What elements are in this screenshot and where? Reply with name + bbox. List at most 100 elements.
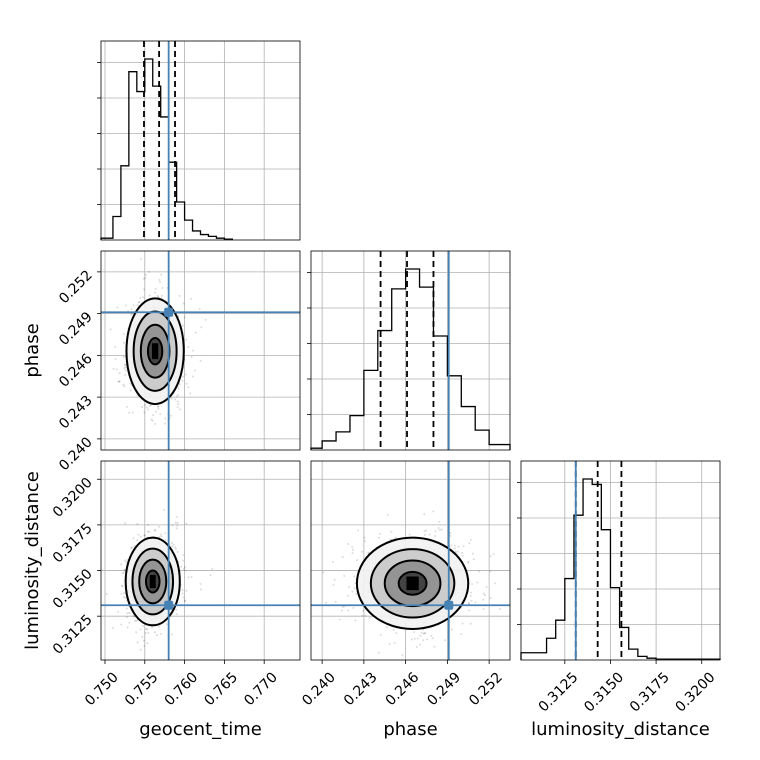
- sample-point: [116, 306, 119, 309]
- sample-point: [129, 389, 132, 392]
- contour-line: [369, 548, 456, 619]
- sample-point: [470, 599, 473, 602]
- sample-point: [151, 626, 154, 629]
- sample-point: [123, 367, 126, 370]
- sample-point: [489, 597, 492, 600]
- sample-point: [438, 529, 441, 532]
- x-axis-label-geocent_time: geocent_time: [139, 719, 262, 740]
- x-axis-label-luminosity_distance: luminosity_distance: [531, 719, 710, 740]
- sample-point: [145, 406, 148, 409]
- sample-point: [438, 520, 441, 523]
- sample-point: [133, 619, 136, 622]
- sample-point: [470, 591, 473, 594]
- histogram-phase: [310, 268, 511, 450]
- sample-point: [183, 566, 186, 569]
- sample-point: [453, 544, 456, 547]
- sample-point: [187, 386, 190, 389]
- sample-point: [469, 594, 472, 597]
- sample-point: [401, 654, 404, 657]
- sample-point: [484, 594, 487, 597]
- sample-point: [112, 367, 115, 370]
- sample-point: [156, 405, 159, 408]
- sample-point: [171, 545, 174, 548]
- sample-point: [114, 345, 117, 348]
- sample-point: [187, 576, 190, 579]
- sample-point: [461, 551, 464, 554]
- sample-point: [536, 597, 538, 599]
- sample-point: [143, 534, 146, 537]
- sample-point: [171, 541, 174, 544]
- sample-point: [360, 550, 363, 553]
- sample-point: [136, 304, 139, 307]
- sample-point: [388, 643, 391, 646]
- sample-point: [417, 661, 419, 663]
- sample-point: [136, 523, 139, 526]
- density-peak: [406, 576, 419, 591]
- y-tick-label: 0.249: [56, 309, 96, 349]
- sample-point: [130, 546, 133, 549]
- sample-point: [419, 643, 422, 646]
- contour-line: [397, 570, 428, 596]
- sample-point: [367, 551, 370, 554]
- sample-point: [198, 307, 201, 310]
- sample-point: [144, 273, 147, 276]
- sample-point: [159, 413, 162, 416]
- sample-point: [93, 617, 95, 619]
- sample-point: [332, 583, 335, 586]
- contour-line: [383, 559, 442, 608]
- sample-point: [176, 524, 179, 527]
- sample-point: [133, 615, 136, 618]
- sample-point: [341, 605, 344, 608]
- sample-point: [177, 394, 180, 397]
- sample-point: [122, 341, 125, 344]
- sample-point: [151, 419, 154, 422]
- sample-point: [437, 526, 440, 529]
- sample-point: [169, 414, 172, 417]
- sample-point: [153, 631, 156, 634]
- sample-point: [123, 363, 126, 366]
- sample-point: [423, 513, 426, 516]
- sample-point: [175, 527, 178, 530]
- sample-point: [185, 338, 188, 341]
- sample-point: [137, 533, 140, 536]
- sample-point: [181, 559, 184, 562]
- sample-point: [347, 542, 350, 545]
- sample-point: [178, 383, 181, 386]
- sample-point: [164, 417, 167, 420]
- sample-point: [135, 619, 138, 622]
- sample-point: [361, 614, 364, 617]
- sample-point: [135, 631, 138, 634]
- sample-point: [351, 548, 354, 551]
- sample-point: [143, 644, 146, 647]
- panel-frame: [520, 460, 721, 661]
- sample-point: [422, 632, 425, 635]
- sample-point: [157, 405, 160, 408]
- sample-point: [125, 607, 128, 610]
- sample-point: [128, 621, 131, 624]
- x-tick-label: 0.750: [82, 669, 122, 709]
- sample-point: [192, 349, 195, 352]
- sample-point: [159, 533, 162, 536]
- sample-point: [117, 610, 120, 613]
- sample-point: [187, 346, 190, 349]
- sample-point: [440, 528, 443, 531]
- sample-point: [471, 552, 474, 555]
- sample-point: [341, 556, 344, 559]
- panel-frame: [310, 250, 511, 451]
- sample-point: [183, 600, 186, 603]
- sample-point: [492, 553, 495, 556]
- sample-point: [355, 593, 358, 596]
- sample-point: [174, 546, 177, 549]
- sample-point: [453, 547, 456, 550]
- sample-point: [181, 375, 184, 378]
- sample-point: [449, 531, 452, 534]
- sample-point: [161, 286, 164, 289]
- x-tick-label: 0.760: [162, 669, 202, 709]
- y-tick-label: 0.243: [56, 393, 96, 433]
- sample-point: [171, 524, 174, 527]
- sample-point: [189, 392, 192, 395]
- sample-point: [140, 406, 143, 409]
- sample-point: [185, 589, 188, 592]
- hist-panel-geocent_time: [97, 40, 301, 241]
- x-tick-label: 0.770: [241, 669, 281, 709]
